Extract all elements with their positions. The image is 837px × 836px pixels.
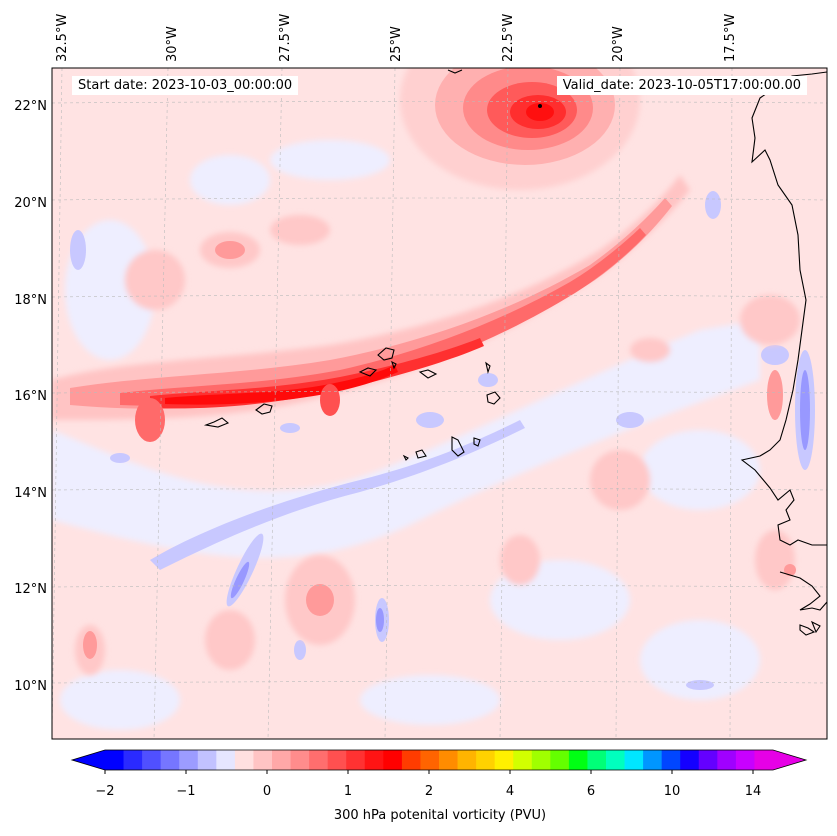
lon-label: 22.5°W xyxy=(501,14,516,62)
lat-label: 16°N xyxy=(14,389,47,404)
colorbar-swatch xyxy=(309,750,329,770)
start-date-label: Start date: 2023-10-03_00:00:00 xyxy=(72,76,299,95)
latitude-labels: 22°N 20°N 18°N 16°N 14°N 12°N 10°N xyxy=(14,99,47,694)
colorbar-swatch xyxy=(105,750,124,770)
colorbar-swatch xyxy=(624,750,644,770)
colorbar-label: 300 hPa potenital vorticity (PVU) xyxy=(333,808,547,823)
colorbar-swatch xyxy=(142,750,162,770)
valid-date-label: Valid_date: 2023-10-05T17:00:00.00 xyxy=(556,76,807,95)
colorbar-tick-label: 2 xyxy=(425,784,433,799)
colorbar-swatch xyxy=(439,750,458,770)
colorbar-swatch xyxy=(643,750,663,770)
colorbar-swatch xyxy=(290,750,310,770)
colorbar-swatch xyxy=(420,750,440,770)
colorbar-swatch xyxy=(698,750,718,770)
coastlines xyxy=(203,69,827,636)
colorbar-swatch xyxy=(717,750,737,770)
longitude-labels: 32.5°W 30°W 27.5°W 25°W 22.5°W 20°W 17.5… xyxy=(55,14,738,62)
lat-label: 12°N xyxy=(14,582,47,597)
colorbar-swatch xyxy=(123,750,143,770)
colorbar-swatch xyxy=(513,750,533,770)
lon-label: 32.5°W xyxy=(55,14,70,62)
colorbar-swatch xyxy=(401,750,421,770)
colorbar-swatch xyxy=(587,750,607,770)
colorbar-tick-label: −1 xyxy=(176,784,195,799)
colorbar-swatch xyxy=(457,750,477,770)
colorbar-extend-low xyxy=(72,750,105,770)
colorbar-swatch xyxy=(253,750,273,770)
colorbar-swatch xyxy=(754,750,774,770)
colorbar-tick-label: 14 xyxy=(745,784,762,799)
colorbar-swatch xyxy=(494,750,514,770)
colorbar-swatch xyxy=(383,750,403,770)
colorbar-swatch xyxy=(568,750,588,770)
colorbar-swatch xyxy=(160,750,180,770)
colorbar-swatch xyxy=(550,750,570,770)
colorbar-swatch xyxy=(197,750,217,770)
lat-label: 20°N xyxy=(14,196,47,211)
colorbar-swatch xyxy=(364,750,384,770)
lon-label: 20°W xyxy=(611,26,626,62)
map-frame xyxy=(51,67,828,740)
colorbar-tick-label: 10 xyxy=(664,784,681,799)
colorbar-extend-high xyxy=(773,750,806,770)
graticule xyxy=(52,68,827,739)
colorbar-tick-label: 1 xyxy=(344,784,352,799)
colorbar-swatch xyxy=(179,750,199,770)
colorbar-tick-label: −2 xyxy=(95,784,114,799)
colorbar xyxy=(70,749,808,774)
colorbar-swatch xyxy=(531,750,551,770)
colorbar-swatch xyxy=(234,750,254,770)
lat-label: 22°N xyxy=(14,99,47,114)
colorbar-swatch xyxy=(272,750,291,770)
colorbar-tick-labels: −2 −1 0 1 2 4 6 10 14 xyxy=(95,784,761,799)
pv-field xyxy=(52,68,827,739)
lat-label: 14°N xyxy=(14,486,47,501)
colorbar-swatch xyxy=(606,750,625,770)
colorbar-swatch xyxy=(476,750,496,770)
pv-anomaly-north xyxy=(400,68,640,190)
lon-label: 30°W xyxy=(165,26,180,62)
colorbar-swatch xyxy=(661,750,681,770)
lat-label: 10°N xyxy=(14,679,47,694)
colorbar-swatch xyxy=(216,750,236,770)
lon-label: 17.5°W xyxy=(723,14,738,62)
colorbar-swatch xyxy=(680,750,700,770)
colorbar-tick-label: 4 xyxy=(506,784,514,799)
colorbar-swatch xyxy=(346,750,366,770)
colorbar-swatch xyxy=(327,750,347,770)
lon-label: 25°W xyxy=(389,26,404,62)
colorbar-tick-label: 0 xyxy=(263,784,271,799)
lat-label: 18°N xyxy=(14,293,47,308)
colorbar-tick-label: 6 xyxy=(587,784,595,799)
lon-label: 27.5°W xyxy=(278,14,293,62)
colorbar-swatch xyxy=(735,750,755,770)
pv-streamer xyxy=(52,175,690,442)
